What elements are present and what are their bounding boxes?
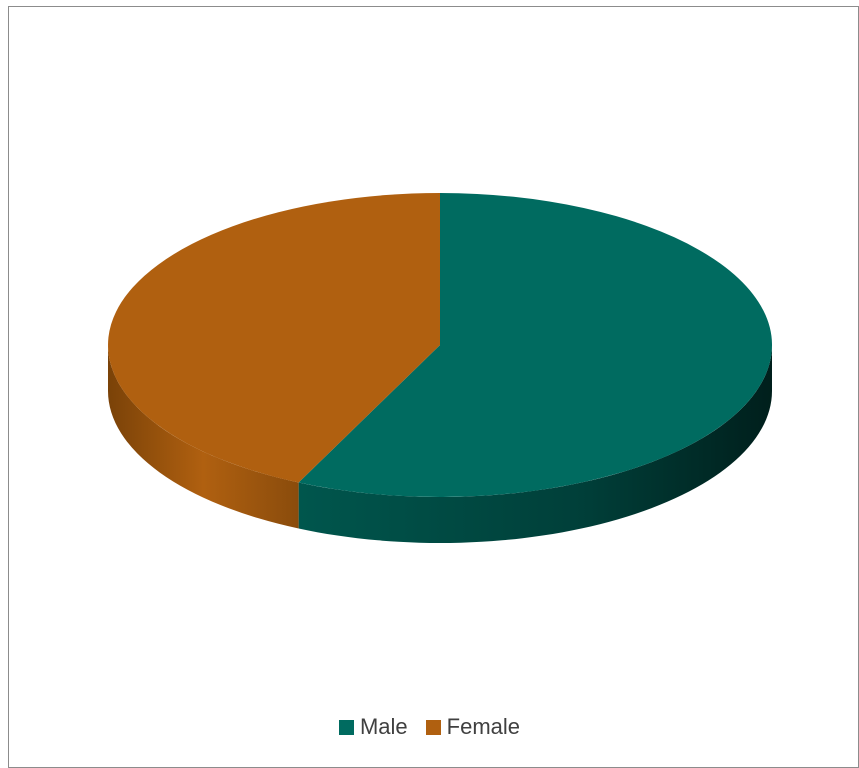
legend-swatch-male [338, 719, 354, 735]
pie-tops [108, 193, 773, 497]
legend-label-female: Female [446, 714, 521, 739]
pie-slice-male [298, 193, 773, 497]
legend-swatch-female [425, 719, 441, 735]
pie-sides [108, 345, 772, 543]
legend-item-female: Female [425, 714, 521, 740]
pie-side-female [108, 345, 299, 529]
legend: Male Female [0, 714, 859, 740]
legend-item-male: Male [338, 714, 408, 740]
pie-slice-female [108, 193, 441, 483]
legend-label-male: Male [359, 714, 408, 739]
pie-side-male [298, 345, 772, 543]
